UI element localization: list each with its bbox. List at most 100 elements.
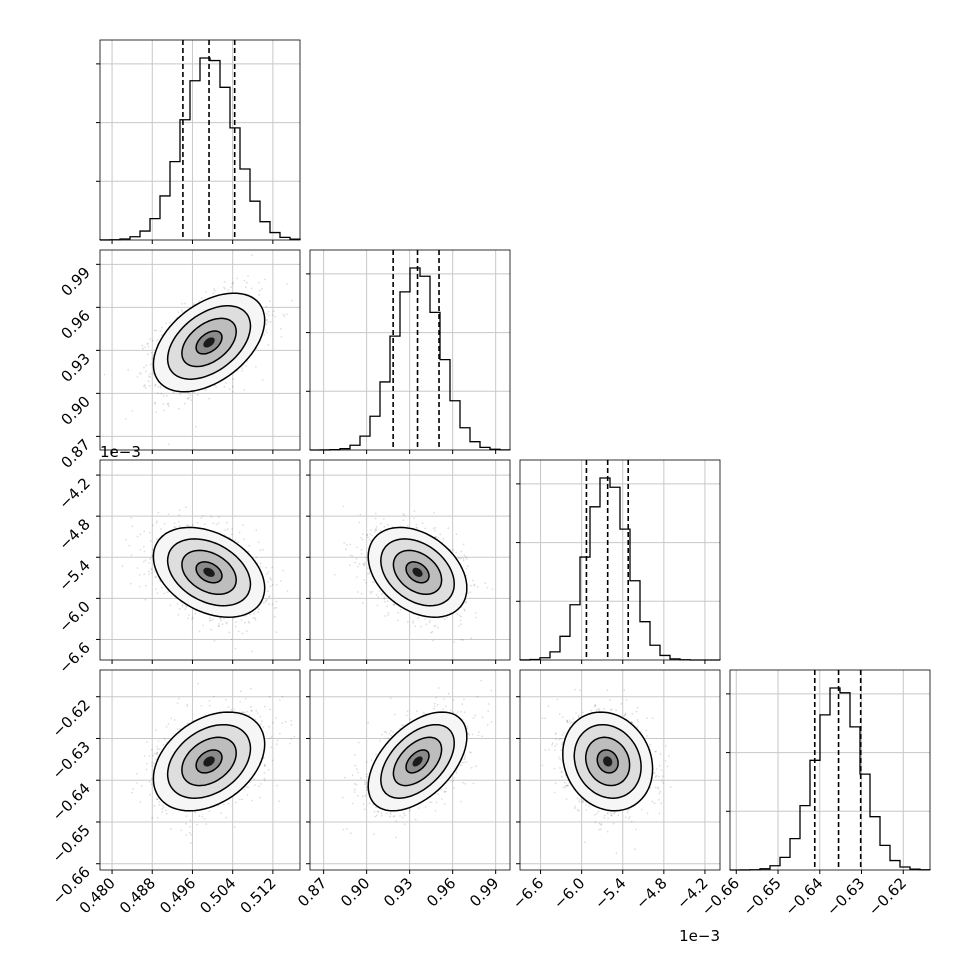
scatter-point bbox=[193, 303, 195, 305]
scatter-point bbox=[271, 583, 274, 586]
density-content bbox=[121, 506, 289, 653]
scatter-point bbox=[156, 538, 158, 541]
scatter-point bbox=[181, 605, 184, 608]
scatter-point bbox=[267, 571, 270, 574]
scatter-point bbox=[432, 639, 434, 642]
scatter-point bbox=[247, 275, 249, 277]
scatter-point bbox=[254, 617, 256, 619]
scatter-point bbox=[212, 618, 214, 621]
scatter-point bbox=[165, 322, 168, 325]
scatter-point bbox=[163, 409, 165, 412]
scatter-point bbox=[399, 608, 402, 611]
scatter-point bbox=[433, 625, 436, 628]
scatter-point bbox=[333, 573, 336, 576]
scatter-point bbox=[431, 631, 434, 633]
scatter-point bbox=[151, 357, 154, 360]
scatter-point bbox=[237, 630, 240, 633]
scatter-point bbox=[243, 389, 246, 391]
scatter-point bbox=[462, 639, 465, 641]
scatter-point bbox=[224, 534, 226, 536]
scatter-point bbox=[491, 588, 494, 591]
scatter-point bbox=[232, 385, 234, 388]
scatter-point bbox=[257, 541, 260, 544]
scatter-point bbox=[139, 371, 141, 374]
scatter-point bbox=[465, 557, 468, 560]
scatter-point bbox=[231, 391, 234, 393]
scatter-point bbox=[201, 514, 204, 517]
scatter-point bbox=[245, 630, 248, 633]
scatter-point bbox=[136, 376, 139, 378]
scatter-point bbox=[265, 566, 267, 569]
scatter-point bbox=[240, 619, 243, 621]
scatter-point bbox=[363, 563, 366, 566]
density-peak bbox=[203, 337, 215, 348]
scatter-point bbox=[257, 611, 259, 614]
scatter-point bbox=[183, 402, 186, 405]
scatter-point bbox=[462, 559, 465, 562]
scatter-point bbox=[275, 600, 278, 603]
scatter-point bbox=[345, 548, 347, 551]
scatter-point bbox=[369, 591, 372, 593]
density-content bbox=[333, 505, 494, 643]
scatter-point bbox=[437, 626, 439, 629]
scatter-point bbox=[204, 389, 207, 392]
scatter-point bbox=[147, 570, 150, 573]
scatter-point bbox=[125, 538, 127, 541]
scatter-point bbox=[220, 617, 222, 620]
scatter-point bbox=[406, 524, 409, 527]
scatter-point bbox=[154, 576, 157, 578]
scatter-point bbox=[469, 584, 472, 587]
scatter-point bbox=[474, 612, 477, 614]
scatter-point bbox=[167, 402, 170, 405]
scatter-point bbox=[129, 582, 132, 585]
scatter-point bbox=[282, 313, 285, 316]
scatter-point bbox=[349, 543, 352, 546]
scatter-point bbox=[268, 314, 270, 317]
scatter-point bbox=[146, 353, 149, 355]
scatter-point bbox=[150, 352, 153, 354]
scatter-point bbox=[484, 582, 487, 584]
scatter-point bbox=[428, 619, 431, 622]
density-panel bbox=[96, 459, 301, 664]
scatter-point bbox=[374, 512, 377, 515]
scatter-point bbox=[187, 397, 190, 400]
scatter-point bbox=[225, 621, 228, 624]
scatter-point bbox=[442, 538, 445, 540]
scatter-point bbox=[142, 545, 145, 548]
scatter-point bbox=[149, 363, 152, 366]
scatter-point bbox=[159, 330, 162, 332]
scatter-point bbox=[166, 591, 169, 594]
contour-line bbox=[195, 561, 223, 584]
scatter-point bbox=[208, 397, 211, 400]
scatter-point bbox=[359, 513, 362, 516]
scatter-point bbox=[386, 605, 389, 608]
scatter-point bbox=[226, 521, 228, 524]
scatter-point bbox=[174, 526, 177, 528]
scatter-point bbox=[152, 524, 154, 527]
scatter-point bbox=[247, 620, 250, 623]
scatter-point bbox=[248, 544, 251, 547]
scatter-point bbox=[178, 520, 180, 523]
scatter-point bbox=[198, 630, 201, 633]
scatter-point bbox=[285, 313, 288, 316]
scatter-point bbox=[224, 287, 226, 290]
scatter-point bbox=[460, 623, 463, 626]
scatter-point bbox=[413, 517, 415, 520]
scatter-point bbox=[147, 375, 150, 378]
scatter-point bbox=[155, 522, 158, 524]
scatter-point bbox=[358, 563, 361, 565]
scatter-point bbox=[148, 573, 150, 576]
scatter-point bbox=[145, 584, 148, 587]
scatter-point bbox=[140, 373, 142, 375]
scatter-point bbox=[413, 510, 416, 513]
scatter-point bbox=[181, 311, 184, 313]
scatter-point bbox=[145, 370, 147, 373]
scatter-point bbox=[221, 623, 224, 626]
scatter-point bbox=[149, 531, 151, 534]
scatter-point bbox=[465, 600, 468, 603]
scatter-point bbox=[453, 641, 456, 643]
scatter-point bbox=[447, 527, 450, 530]
scatter-point bbox=[252, 616, 255, 619]
scatter-point bbox=[161, 586, 164, 589]
scatter-point bbox=[229, 536, 232, 539]
